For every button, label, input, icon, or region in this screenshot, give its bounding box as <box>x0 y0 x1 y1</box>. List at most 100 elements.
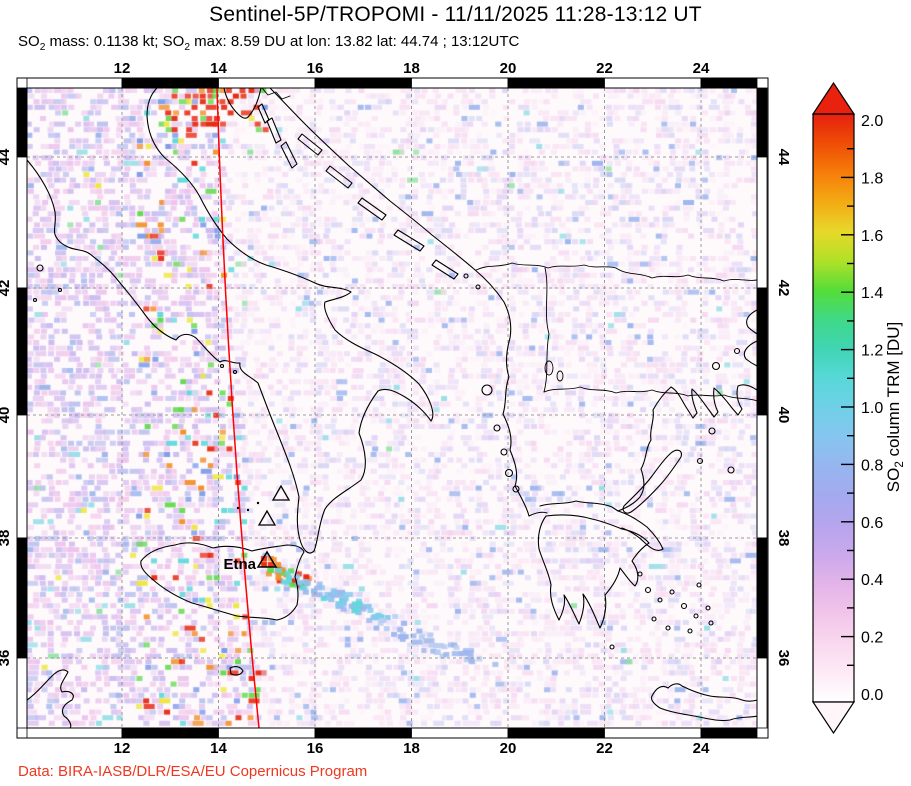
frame-band-top <box>218 77 316 89</box>
volcano-triangle-icon <box>271 484 291 501</box>
coastline-crete <box>650 683 757 722</box>
islet-dot <box>246 508 250 512</box>
frame-band-top <box>700 77 758 89</box>
frame-band-top <box>411 77 509 89</box>
islet-dot <box>236 506 240 510</box>
lat-tick-label-right: 42 <box>775 280 792 297</box>
frame-band-top <box>314 77 412 89</box>
lon-tick-label-top: 16 <box>307 60 324 77</box>
lon-tick-label-bottom: 16 <box>307 740 324 757</box>
colorbar-tick-label: 0.8 <box>861 457 883 474</box>
lon-tick-label-top: 20 <box>500 60 517 77</box>
frame-band-top <box>26 77 123 89</box>
frame-band-bottom <box>411 727 509 739</box>
island-dalmatia-3 <box>357 197 387 221</box>
subscript: 2 <box>894 461 907 468</box>
colorbar-tick-label: 1.6 <box>861 228 883 245</box>
island-dalmatia-4 <box>393 229 425 252</box>
frame-band-left <box>16 156 28 289</box>
frame-band-left <box>16 287 28 416</box>
frame-band-right <box>756 414 768 539</box>
subtitle-text: max: 8.59 DU at lon: 13.82 lat: 44.74 ; … <box>189 33 520 50</box>
coastline-central-greece <box>539 386 672 512</box>
colorbar-tick-label: 0.0 <box>861 687 883 704</box>
frame-band-bottom <box>314 727 412 739</box>
frame-band-right <box>756 287 768 416</box>
colorbar-tick-label: 2.0 <box>861 113 883 130</box>
etna-label: Etna <box>223 556 256 573</box>
colorbar-bar <box>812 113 855 703</box>
frame-band-left <box>16 537 28 659</box>
graticule <box>27 88 757 728</box>
colorbar-tick-label: 1.2 <box>861 343 883 360</box>
colorbar-tick-label: 0.2 <box>861 630 883 647</box>
frame-band-top <box>507 77 605 89</box>
colorbar-top-arrow <box>811 81 856 115</box>
frame-band-right <box>756 537 768 659</box>
volcano-triangle-icon-etna <box>256 550 278 568</box>
island-dalmatia-5 <box>431 259 459 280</box>
frame-band-left <box>16 87 28 158</box>
colorbar-title: SO2 column TRM [DU] <box>884 322 906 492</box>
lon-tick-label-bottom: 24 <box>693 740 710 757</box>
lon-tick-label-bottom: 22 <box>596 740 613 757</box>
island-malta <box>229 666 244 676</box>
subscript: 2 <box>184 42 190 53</box>
lon-tick-label-bottom: 12 <box>114 740 131 757</box>
lon-tick-label-bottom: 20 <box>500 740 517 757</box>
island-kvarner-3 <box>280 141 298 169</box>
frame-band-bottom <box>26 727 123 739</box>
lon-tick-label-top: 12 <box>114 60 131 77</box>
coastline-peloponnese <box>537 514 650 629</box>
page-title: Sentinel-5P/TROPOMI - 11/11/2025 11:28-1… <box>209 3 702 26</box>
coastline-tunisia <box>27 669 74 728</box>
frame-band-left <box>16 657 28 729</box>
subtitle-text: mass: 0.1138 kt; SO <box>45 33 185 50</box>
colorbar-ticks <box>841 147 854 666</box>
frame-band-top <box>604 77 702 89</box>
frame-inner <box>26 87 758 729</box>
island-kvarner-2 <box>266 117 282 144</box>
colorbar: 0.0 0.2 0.4 0.6 0.8 1.0 1.2 1.4 1.6 1.8 2.0 <box>811 81 883 735</box>
colorbar-title-text: SO <box>883 467 903 493</box>
frame-band-bottom <box>604 727 702 739</box>
island-euboea <box>622 449 682 514</box>
orbit-line <box>216 88 260 728</box>
lat-tick-label-right: 38 <box>775 530 792 547</box>
colorbar-tick-label: 1.4 <box>861 285 883 302</box>
colorbar-tick-label: 1.0 <box>861 400 883 417</box>
volcano-markers: Etna <box>223 484 291 573</box>
frame-band-bottom <box>121 727 219 739</box>
frame-band-bottom <box>700 727 758 739</box>
frame-band-right <box>756 87 768 158</box>
coastline-dalmatia-greece-west <box>269 88 548 517</box>
lat-tick-label-right: 40 <box>775 407 792 424</box>
frame-band-bottom <box>507 727 605 739</box>
volcano-triangle-icon <box>257 509 277 526</box>
so2-pixel-field <box>27 88 757 728</box>
coastline-istria <box>223 88 262 119</box>
frame-band-bottom <box>218 727 316 739</box>
colorbar-title-text: column TRM [DU] <box>883 321 903 462</box>
frame-band-top <box>121 77 219 89</box>
island-dalmatia-2 <box>325 165 353 189</box>
frame-band-right <box>756 657 768 729</box>
colorbar-tick-label: 1.8 <box>861 170 883 187</box>
coastline-turkey-2 <box>746 309 757 335</box>
frame-outer <box>16 77 769 739</box>
lon-tick-label-top: 22 <box>596 60 613 77</box>
lat-tick-label-left: 44 <box>0 148 13 165</box>
frame-band-left <box>16 414 28 539</box>
colorbar-bottom-arrow <box>811 701 856 735</box>
lat-tick-label-left: 36 <box>0 650 13 667</box>
islet-dot <box>256 501 260 505</box>
lat-tick-label-right: 36 <box>775 650 792 667</box>
coastlines <box>27 88 757 728</box>
island-kvarner-1 <box>257 103 270 124</box>
colorbar-tick-labels: 0.0 0.2 0.4 0.6 0.8 1.0 1.2 1.4 1.6 1.8 2.0 <box>861 113 883 704</box>
coastline-attica <box>617 510 664 551</box>
lon-tick-label-bottom: 18 <box>403 740 420 757</box>
lat-tick-label-left: 40 <box>0 407 13 424</box>
lon-tick-label-bottom: 14 <box>210 740 227 757</box>
